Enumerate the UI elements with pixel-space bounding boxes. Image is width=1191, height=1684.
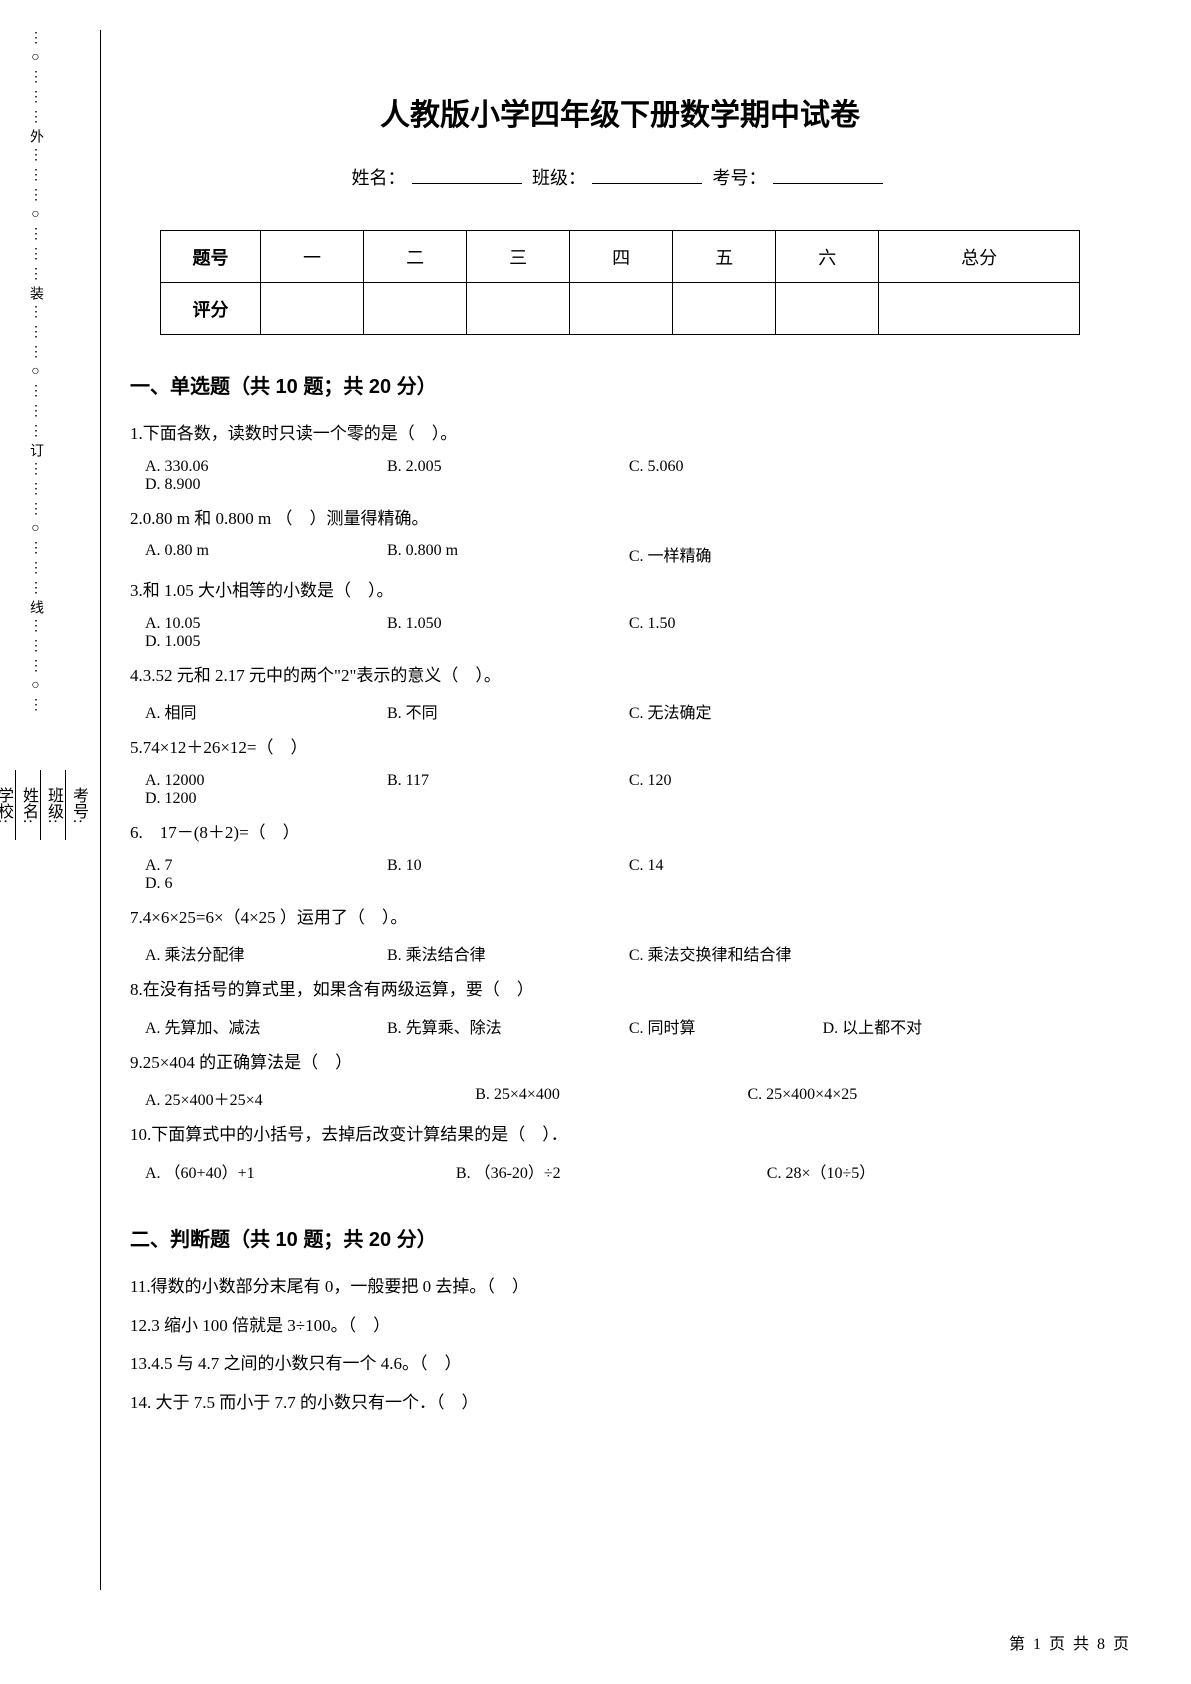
option-b: B. 先算乘、除法 — [387, 1014, 609, 1038]
margin-border — [100, 30, 102, 1590]
question-3: 3.和 1.05 大小相等的小数是（ ）。 — [130, 576, 1110, 607]
question-6-options: A. 7 B. 10 C. 14 D. 6 — [130, 857, 1110, 893]
question-3-options: A. 10.05 B. 1.050 C. 1.50 D. 1.005 — [130, 615, 1110, 651]
name-label: 姓名： — [352, 168, 406, 188]
class-label: 班级: — [41, 787, 65, 823]
option-c: C. 乘法交换律和结合律 — [629, 941, 928, 965]
question-9: 9.25×404 的正确算法是（ ） — [130, 1048, 1110, 1079]
option-b: B. 10 — [387, 857, 609, 875]
blank-line — [40, 770, 41, 840]
examno-label: 考号： — [713, 168, 767, 188]
row-header: 评分 — [161, 283, 261, 335]
sidebar-student-fields: 考号: 班级: 姓名: 学校: — [60, 380, 90, 1230]
table-row: 评分 — [161, 283, 1080, 335]
option-c: C. 28×（10÷5） — [767, 1159, 875, 1183]
section-1-title: 一、单选题（共 10 题；共 20 分） — [130, 370, 1110, 399]
question-10: 10.下面算式中的小括号，去掉后改变计算结果的是（ ）． — [130, 1120, 1110, 1151]
page-footer: 第 1 页 共 8 页 — [1009, 1630, 1131, 1654]
option-b: B. 117 — [387, 772, 609, 790]
table-cell — [261, 283, 364, 335]
question-5: 5.74×12＋26×12=（ ） — [130, 733, 1110, 764]
table-cell — [776, 283, 879, 335]
table-cell: 二 — [364, 231, 467, 283]
option-c: C. 120 — [629, 772, 851, 790]
option-a: A. 0.80 m — [145, 542, 367, 566]
student-info-line: 姓名： 班级： 考号： — [130, 164, 1110, 190]
option-b: B. （36-20）÷2 — [456, 1159, 707, 1183]
option-b: B. 2.005 — [387, 458, 609, 476]
blank-line — [773, 183, 883, 184]
question-7-options: A. 乘法分配律 B. 乘法结合律 C. 乘法交换律和结合律 — [130, 941, 1110, 965]
question-8-options: A. 先算加、减法 B. 先算乘、除法 C. 同时算 D. 以上都不对 — [130, 1014, 1110, 1038]
table-cell — [879, 283, 1080, 335]
question-2: 2.0.80 m 和 0.800 m （ ）测量得精确。 — [130, 504, 1110, 535]
table-cell — [570, 283, 673, 335]
blank-line — [592, 183, 702, 184]
blank-line — [65, 770, 66, 840]
option-d: D. 6 — [145, 875, 367, 893]
row-header: 题号 — [161, 231, 261, 283]
option-d: D. 1.005 — [145, 633, 367, 651]
question-4-options: A. 相同 B. 不同 C. 无法确定 — [130, 699, 1110, 723]
table-cell: 六 — [776, 231, 879, 283]
table-row: 题号 一 二 三 四 五 六 总分 — [161, 231, 1080, 283]
option-a: A. 乘法分配律 — [145, 941, 367, 965]
option-a: A. 25×400＋25×4 — [145, 1086, 415, 1110]
table-cell — [467, 283, 570, 335]
option-c: C. 1.50 — [629, 615, 851, 633]
option-a: A. 相同 — [145, 699, 367, 723]
table-cell: 三 — [467, 231, 570, 283]
option-c: C. 5.060 — [629, 458, 851, 476]
question-12: 12.3 缩小 100 倍就是 3÷100。（ ） — [130, 1311, 1110, 1342]
blank-line — [412, 183, 522, 184]
question-6: 6. 17－(8＋2)=（ ） — [130, 818, 1110, 849]
table-cell: 五 — [673, 231, 776, 283]
table-cell: 总分 — [879, 231, 1080, 283]
option-d: D. 8.900 — [145, 476, 367, 494]
question-9-options: A. 25×400＋25×4 B. 25×4×400 C. 25×400×4×2… — [130, 1086, 1110, 1110]
option-b: B. 乘法结合律 — [387, 941, 609, 965]
option-c: C. 一样精确 — [629, 542, 851, 566]
question-7: 7.4×6×25=6×（4×25 ）运用了（ ）。 — [130, 903, 1110, 934]
section-2-title: 二、判断题（共 10 题；共 20 分） — [130, 1223, 1110, 1252]
question-1: 1.下面各数，读数时只读一个零的是（ ）。 — [130, 419, 1110, 450]
option-a: A. 先算加、减法 — [145, 1014, 367, 1038]
option-c: C. 无法确定 — [629, 699, 851, 723]
option-a: A. 7 — [145, 857, 367, 875]
option-c: C. 同时算 — [629, 1014, 803, 1038]
question-5-options: A. 12000 B. 117 C. 120 D. 1200 — [130, 772, 1110, 808]
option-c: C. 25×400×4×25 — [747, 1086, 857, 1110]
examno-label: 考号: — [66, 787, 90, 823]
question-11: 11.得数的小数部分末尾有 0，一般要把 0 去掉。（ ） — [130, 1272, 1110, 1303]
option-a: A. 330.06 — [145, 458, 367, 476]
option-b: B. 0.800 m — [387, 542, 609, 566]
score-table: 题号 一 二 三 四 五 六 总分 评分 — [160, 230, 1080, 335]
option-a: A. 10.05 — [145, 615, 367, 633]
table-cell — [364, 283, 467, 335]
option-b: B. 不同 — [387, 699, 609, 723]
question-2-options: A. 0.80 m B. 0.800 m C. 一样精确 — [130, 542, 1110, 566]
table-cell: 一 — [261, 231, 364, 283]
table-cell — [673, 283, 776, 335]
class-label: 班级： — [532, 168, 586, 188]
blank-line — [15, 770, 16, 840]
school-label: 学校: — [0, 787, 15, 823]
option-a: A. 12000 — [145, 772, 367, 790]
option-d: D. 以上都不对 — [823, 1014, 1045, 1038]
option-d: D. 1200 — [145, 790, 367, 808]
question-4: 4.3.52 元和 2.17 元中的两个"2"表示的意义（ ）。 — [130, 661, 1110, 692]
option-b: B. 25×4×400 — [475, 1086, 687, 1110]
exam-title: 人教版小学四年级下册数学期中试卷 — [130, 90, 1110, 134]
question-1-options: A. 330.06 B. 2.005 C. 5.060 D. 8.900 — [130, 458, 1110, 494]
option-b: B. 1.050 — [387, 615, 609, 633]
main-content: 人教版小学四年级下册数学期中试卷 姓名： 班级： 考号： 题号 一 二 三 四 … — [130, 90, 1110, 1426]
question-10-options: A. （60+40）+1 B. （36-20）÷2 C. 28×（10÷5） — [130, 1159, 1110, 1183]
name-label: 姓名: — [16, 787, 40, 823]
table-cell: 四 — [570, 231, 673, 283]
question-8: 8.在没有括号的算式里，如果含有两级运算，要（ ） — [130, 975, 1110, 1006]
option-a: A. （60+40）+1 — [145, 1159, 396, 1183]
question-13: 13.4.5 与 4.7 之间的小数只有一个 4.6。（ ） — [130, 1349, 1110, 1380]
question-14: 14. 大于 7.5 而小于 7.7 的小数只有一个．（ ） — [130, 1388, 1110, 1419]
option-c: C. 14 — [629, 857, 851, 875]
